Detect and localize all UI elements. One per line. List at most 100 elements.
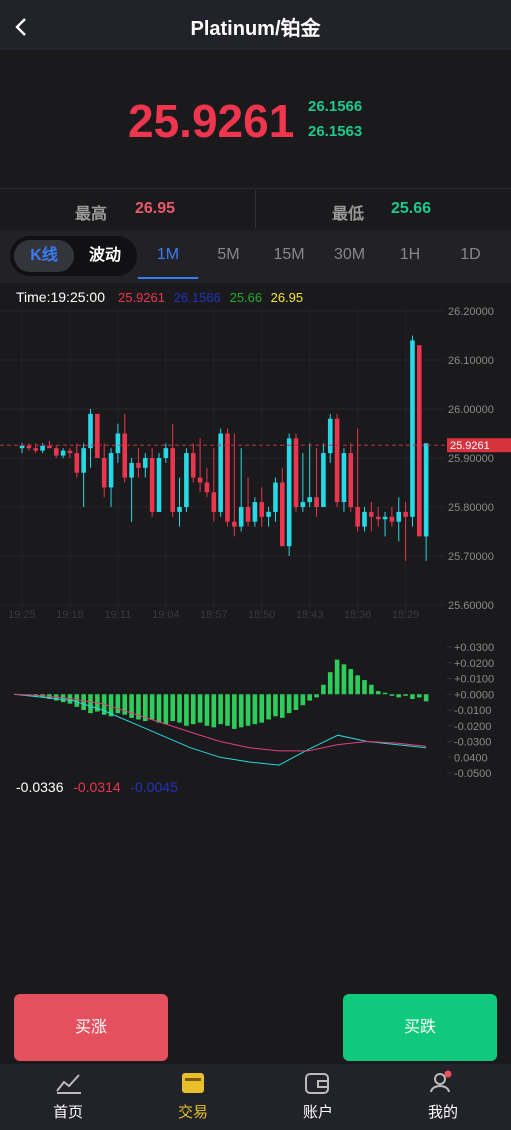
candle-body [375,516,381,520]
account-icon[interactable] [304,1071,330,1095]
low: 25.66 [391,200,432,217]
candle-body [136,462,141,468]
x-tick-label: 18:57 [200,609,228,621]
macd-bar [280,694,285,718]
tab-wave[interactable]: 波动 [88,247,121,264]
trade-icon[interactable] [180,1071,206,1095]
macd-bar [177,694,182,723]
nav-label[interactable]: 交易 [177,1104,208,1121]
info-value: 25.9261 [118,290,165,305]
info-time: Time:19:25:00 [16,289,105,305]
y-tick-label: 26.00000 [448,404,494,416]
candle-body [341,453,347,503]
macd-bar [136,694,141,720]
macd-tick-label: -0.0200 [454,721,491,733]
buy-down-button[interactable]: 买跌 [343,994,497,1061]
back-button[interactable] [12,16,32,38]
candle-body [122,433,128,478]
macd-tick-label: +0.0300 [454,642,494,654]
macd-bar [375,691,381,695]
macd-tick-label: +0.0000 [454,689,494,701]
candle-body [300,502,306,507]
macd-bar [143,694,148,722]
buy-up-button[interactable]: 买涨 [14,994,168,1061]
macd-bar [417,694,422,698]
candle-body [101,458,107,488]
macd-bar [307,694,312,701]
macd-bar [238,694,244,728]
candle-body [143,458,148,468]
y-tick-label: 25.70000 [448,551,494,563]
profile-icon[interactable] [428,1069,454,1095]
macd-bar [204,694,210,726]
macd-bar [74,694,80,707]
macd-bar [382,692,388,695]
home-icon[interactable] [55,1071,83,1095]
macd-bar [245,694,251,726]
candle-body [410,340,415,517]
macd-bar [273,694,278,717]
macd-bar [170,694,175,722]
period-underline [138,277,198,279]
period-tab[interactable]: 1M [156,246,180,263]
candle-body [218,433,223,512]
candle-body [327,418,333,454]
macd-bar [362,680,367,695]
candle-body [403,511,408,517]
candle-body [60,450,66,456]
last-price-label: 25.9261 [450,440,490,452]
candle-body [67,450,73,454]
nav-label[interactable]: 账户 [302,1104,333,1121]
macd-bar [369,684,374,695]
candle-body [163,448,169,458]
macd-bar [396,694,402,698]
macd-tick-label: -0.0500 [454,768,491,780]
candle-body [266,511,271,517]
ask: 26.1563 [308,123,363,140]
candle-body [348,453,354,507]
macd-bar [314,694,319,698]
tab-kline[interactable]: K线 [14,240,74,272]
period-tab[interactable]: 15M [273,246,305,263]
candle-body [280,482,285,547]
macd-tick-label: +0.0100 [454,674,494,686]
candle-body [307,497,312,503]
candle-body [355,507,360,527]
x-tick-label: 18:50 [248,609,276,621]
x-tick-label: 18:36 [344,609,372,621]
candle-body [423,443,429,537]
macd-bar [423,694,429,702]
macd-legend-value: -0.0314 [73,779,121,795]
macd-bar [149,694,155,720]
period-tab[interactable]: 5M [217,246,240,263]
macd-tick-label: 0.0400 [454,752,488,764]
nav-label[interactable]: 我的 [427,1104,458,1121]
macd-bar [156,694,162,723]
chart: 26.20000 26.10000 26.00000 25.90000 25.80000… [0,306,511,780]
info-value: 25.66 [229,290,263,305]
info-value: 26.95 [270,290,304,305]
macd-legend-value: -0.0045 [130,779,178,795]
period-tab[interactable]: 1D [460,246,481,263]
candle-body [259,502,265,517]
nav-label[interactable]: 首页 [52,1104,83,1121]
candle-body [321,453,326,507]
candle-body [115,433,121,454]
y-tick-label: 25.90000 [448,453,494,465]
macd-bar [355,675,360,695]
macd-bar [115,694,121,714]
candle-body [149,458,155,512]
macd-bar [225,694,230,726]
macd-bar [293,694,299,710]
y-tick-label: 25.60000 [448,600,494,612]
bid: 26.1566 [308,98,363,115]
x-tick-label: 19:25 [8,609,36,621]
macd-bar [334,659,340,695]
macd-bar [218,694,223,725]
macd-line [13,693,427,752]
candle-body [362,511,367,527]
period-tab[interactable]: 30M [333,246,366,263]
candle-body [197,477,203,483]
macd-bar [410,694,415,699]
period-tab[interactable]: 1H [399,246,421,263]
